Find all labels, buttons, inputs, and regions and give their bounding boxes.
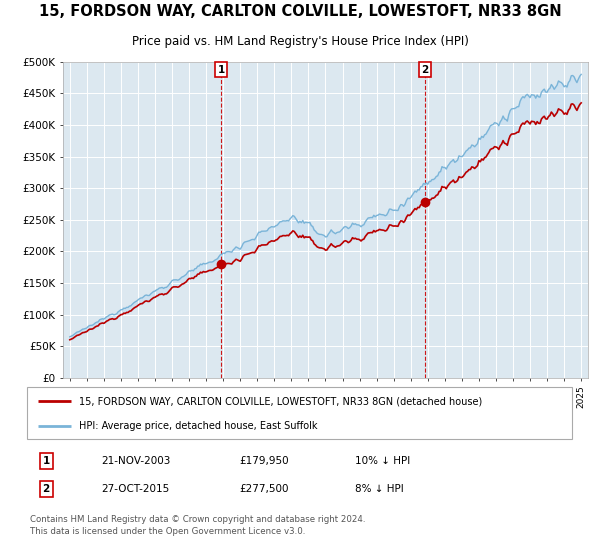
Text: 27-OCT-2015: 27-OCT-2015 (101, 484, 170, 494)
Text: £277,500: £277,500 (239, 484, 289, 494)
Text: Price paid vs. HM Land Registry's House Price Index (HPI): Price paid vs. HM Land Registry's House … (131, 35, 469, 49)
FancyBboxPatch shape (27, 388, 572, 438)
Text: 10% ↓ HPI: 10% ↓ HPI (355, 456, 410, 466)
Text: 2: 2 (421, 65, 428, 75)
Text: 8% ↓ HPI: 8% ↓ HPI (355, 484, 404, 494)
Text: 21-NOV-2003: 21-NOV-2003 (101, 456, 170, 466)
Text: Contains HM Land Registry data © Crown copyright and database right 2024.
This d: Contains HM Land Registry data © Crown c… (29, 515, 365, 536)
Text: 1: 1 (43, 456, 50, 466)
Text: 15, FORDSON WAY, CARLTON COLVILLE, LOWESTOFT, NR33 8GN: 15, FORDSON WAY, CARLTON COLVILLE, LOWES… (38, 4, 562, 18)
Text: 1: 1 (218, 65, 225, 75)
Text: £179,950: £179,950 (239, 456, 289, 466)
Text: 2: 2 (43, 484, 50, 494)
Text: 15, FORDSON WAY, CARLTON COLVILLE, LOWESTOFT, NR33 8GN (detached house): 15, FORDSON WAY, CARLTON COLVILLE, LOWES… (79, 396, 482, 407)
Text: HPI: Average price, detached house, East Suffolk: HPI: Average price, detached house, East… (79, 421, 318, 431)
